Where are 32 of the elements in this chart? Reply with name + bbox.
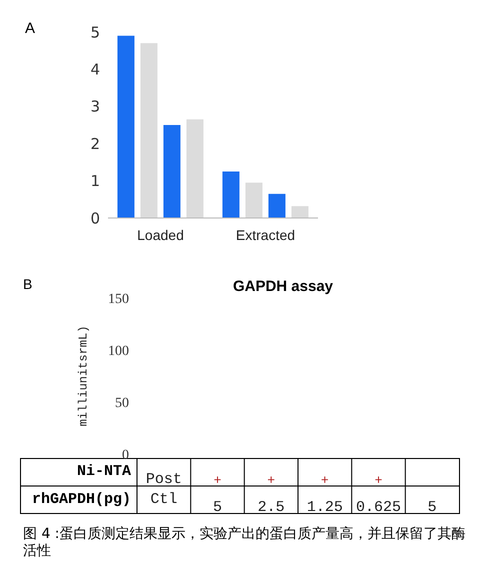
chart-title: GAPDH assay — [232, 278, 334, 295]
x-tick-label: Loaded — [137, 227, 184, 243]
x-tick-label: 5 — [428, 499, 437, 516]
x-tick-label: + 1.25 — [306, 473, 343, 516]
text: B — [23, 276, 32, 292]
y-tick-label: 0 — [90, 209, 100, 228]
y-tick-label: 2 — [90, 134, 100, 153]
bar — [186, 119, 204, 218]
x-tick-label: Post Ctl — [146, 471, 182, 508]
bar — [140, 43, 158, 218]
caption: 图 4 :蛋白质测定结果显示，实验产出的蛋白质产量高，并且保留了其酶活性 — [23, 526, 467, 560]
bar — [245, 182, 262, 218]
y-tick-label: 150 — [108, 292, 129, 307]
y-tick-label: 4 — [90, 60, 100, 79]
bar — [222, 172, 240, 218]
bar — [268, 194, 286, 218]
x-tick-label: + 5 — [212, 473, 222, 516]
y-tick-label: 5 — [90, 23, 100, 42]
bar — [291, 206, 308, 218]
x-tick-label: + 0.625 — [356, 473, 402, 516]
bar — [117, 36, 134, 218]
text: A — [25, 20, 36, 37]
y-tick-label: 100 — [108, 344, 129, 359]
y-axis-title: milliunitsrmL) — [76, 326, 90, 426]
y-tick-label: 50 — [115, 396, 129, 411]
x-tick-label: + 2.5 — [258, 473, 285, 516]
text: rhGAPDH(pg) — [30, 490, 131, 510]
y-tick-label: 3 — [90, 98, 100, 116]
bar — [163, 125, 180, 218]
text: Ni-NTA — [76, 463, 131, 480]
x-tick-label: Extracted — [236, 227, 296, 243]
y-tick-label: 1 — [90, 172, 100, 190]
